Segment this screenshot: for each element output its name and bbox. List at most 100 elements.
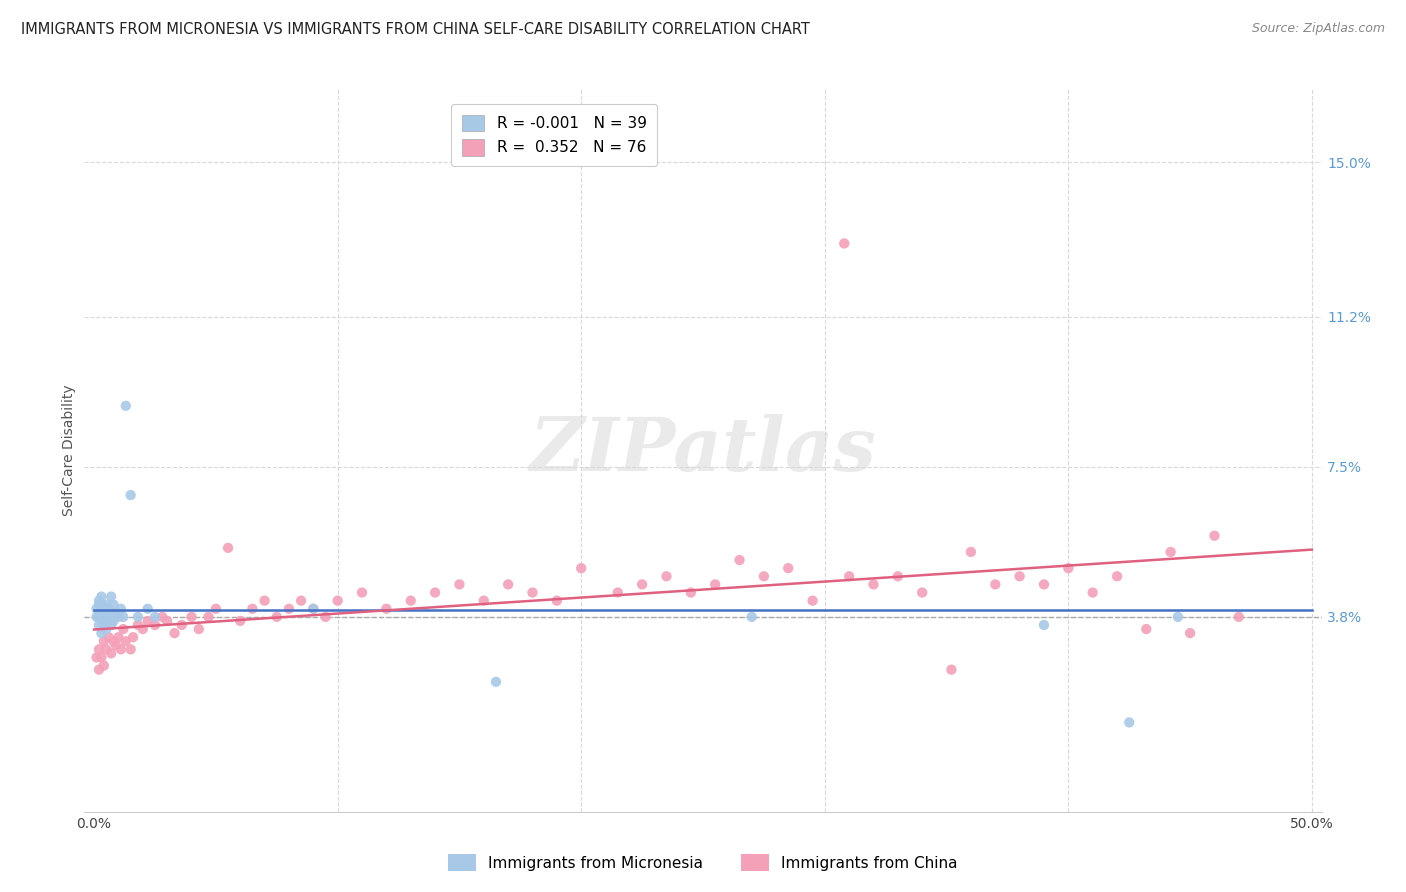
Point: [156, 614, 179, 628]
Point: [143, 618, 166, 632]
Point: [1118, 715, 1140, 730]
Point: [1105, 569, 1128, 583]
Point: [485, 674, 508, 689]
Point: [449, 577, 471, 591]
Point: [911, 585, 934, 599]
Point: [86, 601, 108, 615]
Point: [103, 598, 125, 612]
Point: [496, 577, 519, 591]
Point: [105, 606, 128, 620]
Point: [100, 590, 122, 604]
Point: [93, 610, 115, 624]
Point: [253, 593, 276, 607]
Point: [606, 585, 628, 599]
Point: [100, 647, 122, 661]
Point: [1033, 577, 1056, 591]
Point: [107, 630, 129, 644]
Point: [87, 610, 110, 624]
Text: Source: ZipAtlas.com: Source: ZipAtlas.com: [1251, 22, 1385, 36]
Point: [242, 601, 264, 615]
Point: [679, 585, 702, 599]
Point: [122, 630, 145, 644]
Point: [86, 610, 108, 624]
Point: [136, 601, 159, 615]
Point: [1227, 610, 1250, 624]
Point: [1057, 561, 1080, 575]
Point: [103, 614, 125, 628]
Point: [163, 626, 186, 640]
Legend: R = -0.001   N = 39, R =  0.352   N = 76: R = -0.001 N = 39, R = 0.352 N = 76: [451, 104, 658, 167]
Point: [984, 577, 1007, 591]
Point: [87, 618, 110, 632]
Point: [197, 610, 219, 624]
Point: [143, 610, 166, 624]
Point: [1204, 529, 1226, 543]
Point: [655, 569, 678, 583]
Point: [569, 561, 592, 575]
Point: [107, 610, 129, 624]
Point: [399, 593, 422, 607]
Point: [103, 634, 125, 648]
Text: ZIPatlas: ZIPatlas: [530, 414, 876, 487]
Point: [96, 642, 118, 657]
Point: [960, 545, 983, 559]
Y-axis label: Self-Care Disability: Self-Care Disability: [62, 384, 76, 516]
Point: [90, 598, 112, 612]
Point: [522, 585, 544, 599]
Point: [778, 561, 800, 575]
Point: [704, 577, 727, 591]
Point: [100, 618, 122, 632]
Point: [1160, 545, 1182, 559]
Point: [86, 650, 108, 665]
Point: [801, 593, 824, 607]
Point: [112, 622, 135, 636]
Point: [120, 642, 142, 657]
Point: [90, 650, 112, 665]
Point: [887, 569, 910, 583]
Point: [375, 601, 398, 615]
Point: [87, 593, 110, 607]
Point: [1081, 585, 1104, 599]
Point: [546, 593, 568, 607]
Point: [150, 610, 173, 624]
Point: [93, 634, 115, 648]
Point: [120, 488, 142, 502]
Point: [96, 610, 118, 624]
Point: [941, 663, 963, 677]
Point: [110, 642, 132, 657]
Point: [87, 642, 110, 657]
Point: [278, 601, 301, 615]
Point: [97, 630, 120, 644]
Point: [631, 577, 654, 591]
Point: [1178, 626, 1201, 640]
Point: [472, 593, 495, 607]
Point: [93, 658, 115, 673]
Point: [90, 626, 112, 640]
Point: [112, 610, 135, 624]
Point: [90, 606, 112, 620]
Point: [110, 601, 132, 615]
Point: [314, 610, 336, 624]
Point: [229, 614, 252, 628]
Point: [93, 601, 115, 615]
Point: [205, 601, 228, 615]
Point: [136, 614, 159, 628]
Point: [1167, 610, 1189, 624]
Point: [1008, 569, 1031, 583]
Point: [105, 638, 128, 652]
Point: [302, 601, 325, 615]
Text: IMMIGRANTS FROM MICRONESIA VS IMMIGRANTS FROM CHINA SELF-CARE DISABILITY CORRELA: IMMIGRANTS FROM MICRONESIA VS IMMIGRANTS…: [21, 22, 810, 37]
Point: [1033, 618, 1056, 632]
Point: [96, 598, 118, 612]
Point: [728, 553, 751, 567]
Point: [97, 601, 120, 615]
Point: [187, 622, 209, 636]
Point: [862, 577, 884, 591]
Point: [96, 622, 118, 636]
Point: [90, 590, 112, 604]
Point: [302, 601, 325, 615]
Point: [100, 606, 122, 620]
Point: [1135, 622, 1157, 636]
Legend: Immigrants from Micronesia, Immigrants from China: Immigrants from Micronesia, Immigrants f…: [443, 848, 963, 877]
Point: [217, 541, 239, 555]
